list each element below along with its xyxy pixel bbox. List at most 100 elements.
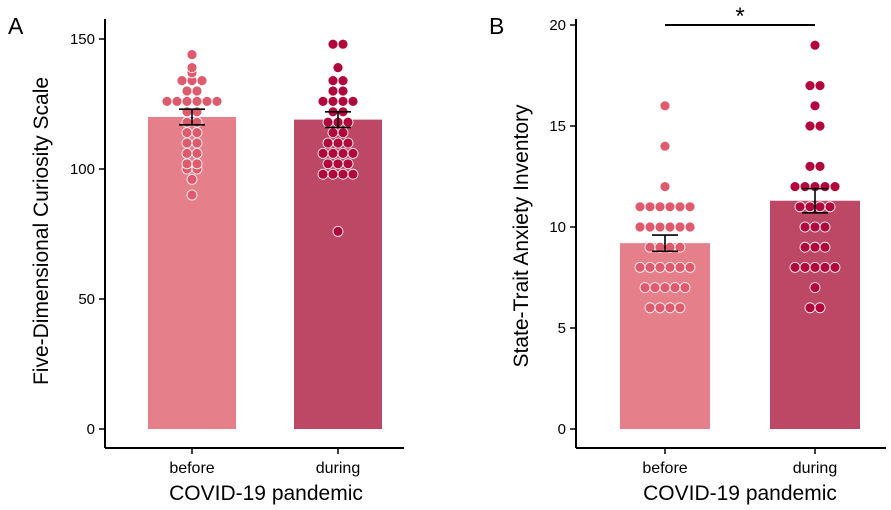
panel-a-y-tick-label-100: 100 [70, 161, 95, 178]
panel-b-point-during [819, 221, 831, 233]
panel-b-point-during [799, 181, 811, 193]
panel-a-point-during [347, 147, 359, 159]
panel-a-point-before [181, 106, 193, 118]
panel-b-point-during [809, 241, 821, 253]
panel-b-point-before [634, 221, 646, 233]
panel-a-point-during [337, 38, 349, 50]
panel-a-point-during [327, 168, 339, 180]
panel-b-point-during [819, 181, 831, 193]
panel-b-point-before [684, 221, 696, 233]
panel-a-point-during [342, 116, 354, 128]
panel-a-point-before [176, 75, 188, 86]
panel-a-point-during [322, 116, 334, 128]
panel-a-y-tick-label-150: 150 [70, 31, 95, 48]
panel-b-point-during [814, 80, 826, 91]
panel-a-point-during [317, 147, 329, 159]
panel-b-x-axis-title: COVID-19 pandemic [643, 482, 837, 505]
panel-b-point-during [819, 261, 831, 273]
panel-a-point-during [337, 85, 349, 97]
panel-a-point-before [196, 75, 208, 86]
panel-a-point-during [317, 96, 329, 107]
panel-b-point-before [674, 241, 686, 253]
panel-b-point-before [664, 221, 676, 233]
panel-b-point-during [824, 201, 836, 213]
panel-a-point-before [191, 147, 203, 159]
panel-a-y-tick-label-50: 50 [78, 291, 95, 308]
panel-b-point-before [674, 201, 686, 213]
panel-a-point-during [332, 225, 344, 237]
panel-a-point-during [347, 168, 359, 180]
panel-a-point-during [342, 158, 354, 170]
panel-b-point-before [674, 221, 686, 233]
panel-b-point-during [804, 160, 816, 172]
panel-b-point-during [814, 201, 826, 213]
panel-a-category-during: during [316, 460, 360, 477]
panel-b-point-before [674, 261, 686, 273]
panel-b-point-during [804, 201, 816, 213]
panel-a-point-before [191, 106, 203, 118]
panel-b-point-during [799, 221, 811, 233]
panel-b-point-before [659, 181, 671, 193]
panel-a-point-before [186, 62, 198, 73]
panel-b-point-during [814, 120, 826, 132]
panel-a-point-during [332, 137, 344, 149]
panel-b-y-tick-label-0: 0 [558, 421, 566, 438]
panel-b-significance-star: * [735, 3, 744, 30]
panel-a-point-during [327, 147, 339, 159]
panel-b-point-before [674, 302, 686, 314]
panel-b-point-during [804, 120, 816, 132]
panel-a-point-before [191, 116, 203, 128]
panel-b-point-before [664, 261, 676, 273]
panel-b-point-during [829, 181, 841, 193]
panel-b-point-before [684, 201, 696, 213]
panel-a-point-during [337, 147, 349, 159]
panel-b-point-during [794, 201, 806, 213]
panel-a-point-before [161, 96, 173, 107]
panel-b-point-before [639, 282, 651, 294]
panel-b-point-before [644, 302, 656, 314]
panel-a-point-during [317, 168, 329, 180]
panel-b-y-tick-label-10: 10 [549, 219, 566, 236]
panel-b-point-before [659, 140, 671, 152]
panel-a-point-during [347, 96, 359, 107]
panel-a-point-before [201, 96, 213, 107]
panel-b-point-during [819, 241, 831, 253]
panel-a-point-during [337, 127, 349, 139]
panel-a-y-axis-title: Five-Dimensional Curiosity Scale [30, 77, 53, 385]
panel-a-point-during [342, 137, 354, 149]
panel-b-point-during [789, 261, 801, 273]
panel-b-letter: B [489, 13, 504, 39]
panel-b-point-before [644, 261, 656, 273]
panel-b-point-before [654, 201, 666, 213]
panel-b-point-before [634, 201, 646, 213]
panel-a-point-during [327, 127, 339, 139]
panel-a-category-before: before [169, 460, 214, 477]
panel-b-bar-during [770, 200, 860, 429]
panel-a-point-during [332, 158, 344, 170]
panel-b-point-during [809, 221, 821, 233]
panel-a-point-before [191, 127, 203, 139]
panel-a-point-before [191, 96, 203, 107]
panel-a-point-during [332, 62, 344, 73]
panel-a-y-tick-label-0: 0 [87, 421, 95, 438]
panel-a-point-before [181, 158, 193, 170]
panel-b-point-during [799, 241, 811, 253]
panel-a-point-before [181, 127, 193, 139]
panel-a-point-before [186, 189, 198, 201]
panel-b-bar-before [620, 243, 710, 429]
panel-b-point-before [664, 201, 676, 213]
panel-a-point-during [337, 96, 349, 107]
panel-a-point-during [322, 158, 334, 170]
panel-b-point-before [634, 261, 646, 273]
panel-a-point-before [181, 85, 193, 97]
panel-a-point-before [181, 116, 193, 128]
panel-b-y-axis-title: State-Trait Anxiety Inventory [510, 104, 533, 368]
panel-b-point-during [804, 302, 816, 314]
panel-b-y-tick-label-20: 20 [549, 17, 566, 34]
panel-a-point-before [171, 96, 183, 107]
panel-a-point-before [211, 96, 223, 107]
panel-a-point-during [337, 168, 349, 180]
panel-a-point-before [191, 137, 203, 149]
